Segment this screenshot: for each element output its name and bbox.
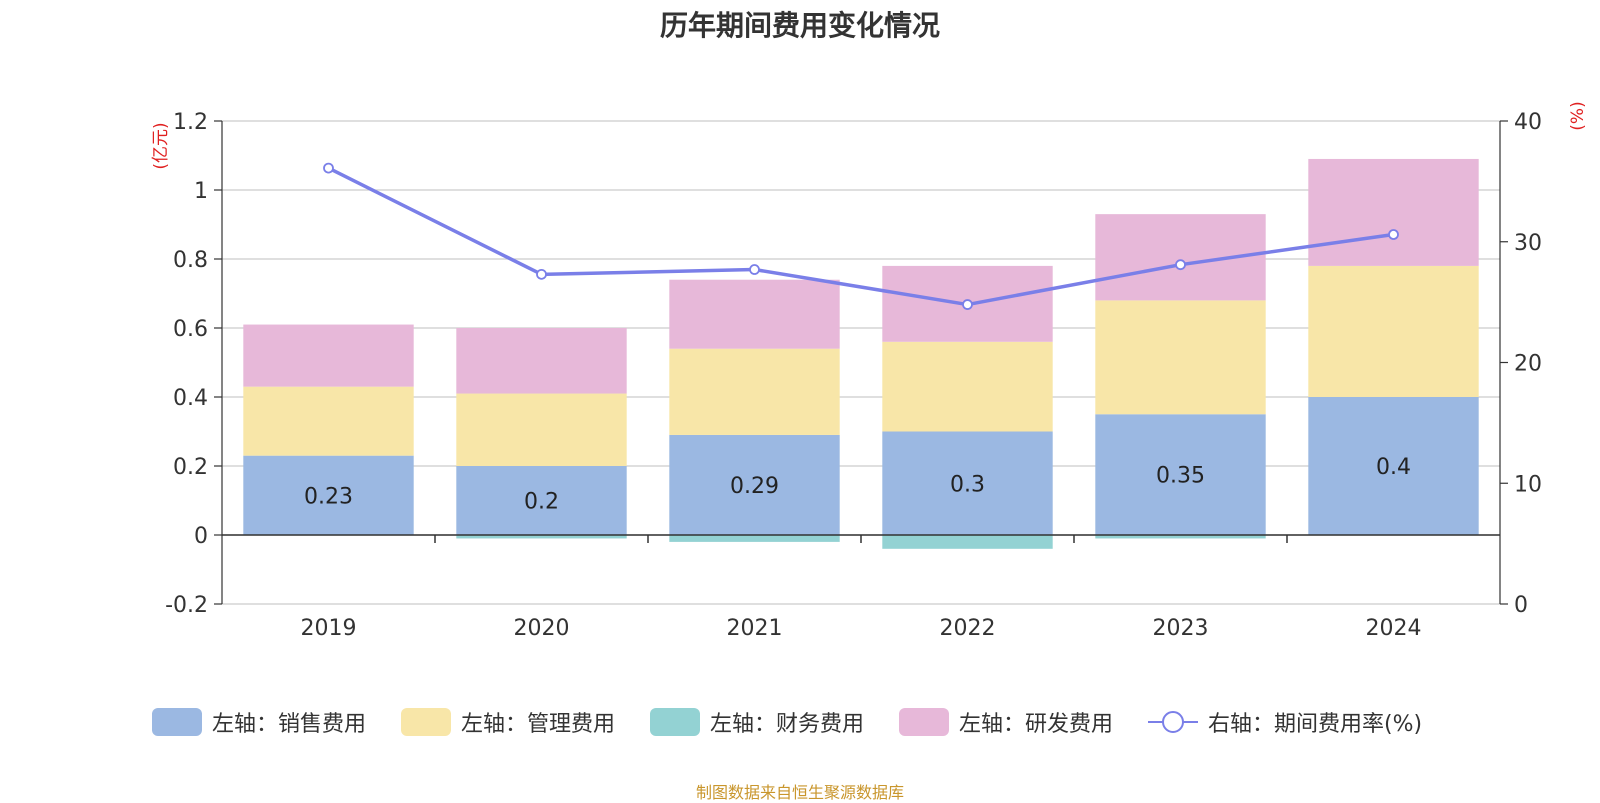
line-point: [749, 264, 760, 275]
bar-1-2023: [1095, 414, 1266, 535]
source-note: 制图数据来自恒生聚源数据库: [695, 783, 904, 802]
line-point: [1388, 229, 1399, 240]
data-label: 0.29: [730, 474, 779, 499]
bar-4-2021: [669, 279, 840, 349]
bar-2-2022: [882, 341, 1053, 432]
legend-label: 左轴：管理费用: [461, 712, 616, 737]
line-point: [536, 268, 547, 280]
bar-2-2024: [1308, 265, 1479, 397]
chart-title: 历年期间费用变化情况: [659, 9, 940, 42]
x-axis-tick-label: 2019: [301, 616, 357, 641]
data-label: 0.35: [1156, 464, 1205, 489]
left-axis-tick-label: -0.2: [165, 593, 208, 618]
right-axis-tick-label: 10: [1514, 472, 1542, 497]
x-axis-tick-label: 2023: [1153, 616, 1209, 641]
right-axis-tick-label: 30: [1514, 231, 1542, 256]
legend-swatch: [650, 708, 700, 736]
bar-3-2021: [669, 535, 840, 542]
legend-label: 左轴：财务费用: [710, 712, 865, 737]
right-axis-label: (%): [1568, 101, 1588, 130]
x-axis-tick-label: 2024: [1366, 616, 1422, 641]
bar-2-2020: [456, 393, 627, 466]
bar-3-2022: [882, 535, 1053, 549]
right-axis-tick-label: 20: [1514, 352, 1542, 377]
data-label: 0.3: [950, 472, 985, 497]
legend-label: 左轴：研发费用: [959, 712, 1114, 737]
bar-2-2023: [1095, 300, 1266, 415]
x-axis-tick-label: 2020: [514, 616, 570, 641]
bar-4-2024: [1308, 158, 1479, 266]
bar-1-2022: [882, 431, 1053, 535]
data-label: 0.2: [524, 490, 559, 515]
bar-4-2019: [243, 324, 414, 387]
legend-swatch: [152, 708, 202, 736]
legend-item: 左轴：研发费用: [899, 702, 1113, 742]
left-axis-tick-label: 0.2: [173, 455, 208, 480]
left-axis-tick-label: 0: [194, 524, 208, 549]
data-label: 0.23: [304, 484, 353, 509]
x-axis-tick-label: 2021: [727, 616, 783, 641]
bar-3-2020: [456, 535, 627, 539]
x-axis-tick-label: 2022: [940, 616, 996, 641]
bar-4-2020: [456, 328, 627, 394]
left-axis-tick-label: 0.6: [173, 317, 208, 342]
legend-item: 左轴：财务费用: [650, 702, 864, 742]
bar-1-2024: [1308, 397, 1479, 535]
chart-legend: 左轴：销售费用 左轴：管理费用 左轴：财务费用 左轴：研发费用 右轴：期间费用率(%): [0, 702, 1600, 742]
legend-label: 左轴：销售费用: [212, 712, 367, 737]
legend-item: 左轴：销售费用: [152, 702, 366, 742]
legend-line-marker: [1148, 711, 1198, 733]
line-point: [323, 162, 334, 174]
legend-item: 右轴：期间费用率(%): [1148, 702, 1422, 742]
line-point: [1175, 259, 1186, 271]
right-axis-tick-label: 0: [1514, 593, 1528, 618]
bar-2-2021: [669, 348, 840, 435]
left-axis-label: (亿元): [151, 122, 171, 169]
bar-2-2019: [243, 386, 414, 456]
line-point: [962, 299, 973, 310]
bar-3-2023: [1095, 535, 1266, 539]
bar-1-2021: [669, 434, 840, 535]
data-label: 0.4: [1376, 455, 1411, 480]
left-axis-tick-label: 0.8: [173, 248, 208, 273]
right-axis-tick-label: 40: [1514, 110, 1542, 135]
legend-swatch: [401, 708, 451, 736]
series-line: [327, 166, 1394, 307]
legend-swatch: [899, 708, 949, 736]
left-axis-tick-label: 1: [194, 179, 208, 204]
left-axis-tick-label: 1.2: [173, 110, 208, 135]
bar-1-2020: [456, 466, 627, 535]
legend-item: 左轴：管理费用: [401, 702, 615, 742]
left-axis-tick-label: 0.4: [173, 386, 208, 411]
bar-1-2019: [243, 455, 414, 535]
legend-label: 右轴：期间费用率(%): [1208, 712, 1423, 737]
